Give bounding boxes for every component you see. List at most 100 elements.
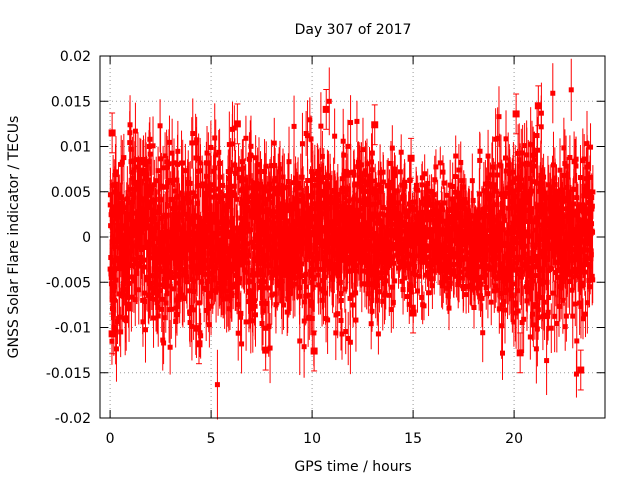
data-point	[215, 186, 221, 192]
data-point	[229, 189, 235, 195]
data-point	[160, 337, 166, 343]
data-point	[516, 257, 522, 263]
data-point	[459, 178, 465, 184]
data-point	[270, 251, 276, 257]
data-point	[444, 222, 450, 228]
data-point	[495, 287, 501, 293]
data-point	[372, 186, 378, 192]
data-point	[453, 273, 459, 279]
data-point	[308, 136, 314, 142]
data-point	[140, 319, 146, 325]
data-point	[516, 157, 522, 163]
data-point	[297, 239, 303, 245]
data-point	[126, 212, 132, 218]
data-point	[510, 281, 516, 287]
data-point	[196, 156, 202, 162]
data-point	[136, 263, 142, 269]
data-point	[421, 259, 427, 265]
data-point	[374, 297, 380, 303]
data-point	[343, 329, 349, 335]
data-point	[395, 200, 401, 206]
data-point	[158, 156, 164, 162]
data-point	[210, 288, 216, 294]
data-point	[476, 285, 482, 291]
data-point	[446, 207, 452, 213]
data-point	[213, 289, 219, 295]
data-point	[219, 219, 225, 225]
data-point	[509, 237, 515, 243]
data-point	[445, 293, 451, 299]
data-point	[272, 241, 278, 247]
data-point	[376, 199, 382, 205]
data-point	[302, 278, 308, 284]
data-point	[162, 153, 168, 159]
data-point	[503, 155, 509, 161]
data-point	[519, 261, 525, 267]
data-point	[158, 216, 164, 222]
data-point	[292, 206, 298, 212]
data-point	[245, 260, 251, 266]
data-point	[510, 169, 516, 175]
data-point	[155, 168, 161, 174]
data-point	[265, 188, 271, 194]
data-point	[121, 155, 127, 161]
data-point	[159, 268, 165, 274]
data-point	[419, 175, 425, 181]
data-point	[422, 171, 428, 177]
data-point	[425, 217, 431, 223]
data-point	[233, 170, 239, 176]
data-point	[299, 174, 305, 180]
data-point	[345, 143, 351, 149]
data-point	[239, 159, 245, 165]
data-point	[262, 168, 268, 174]
data-point	[164, 165, 170, 171]
data-point	[240, 165, 246, 171]
data-point	[179, 191, 185, 197]
data-point	[345, 261, 351, 267]
data-point	[305, 177, 311, 183]
data-point	[207, 183, 213, 189]
data-point	[367, 178, 373, 184]
data-point	[522, 243, 528, 249]
data-series	[107, 58, 596, 420]
data-point	[163, 300, 169, 306]
data-point	[336, 273, 342, 279]
data-point	[222, 288, 228, 294]
data-point	[410, 270, 416, 276]
data-point	[432, 257, 438, 263]
data-point	[153, 251, 159, 257]
data-point	[155, 313, 161, 319]
data-point	[324, 219, 330, 225]
data-point	[386, 196, 392, 202]
data-point	[498, 221, 504, 227]
data-point	[205, 160, 211, 166]
data-point	[195, 182, 201, 188]
data-point	[477, 214, 483, 220]
data-point	[307, 117, 313, 123]
data-point	[283, 271, 289, 277]
data-point	[408, 289, 414, 295]
data-point	[332, 133, 338, 139]
data-point	[132, 186, 138, 192]
data-point	[500, 275, 506, 281]
data-point	[515, 308, 521, 314]
data-point	[267, 181, 273, 187]
data-point	[364, 161, 370, 167]
data-point	[496, 241, 502, 247]
data-point	[295, 264, 301, 270]
data-point	[386, 292, 392, 298]
data-point	[107, 192, 113, 198]
data-point	[505, 162, 511, 168]
data-point	[193, 155, 199, 161]
data-point	[490, 256, 496, 262]
data-point	[388, 160, 394, 166]
data-point	[187, 320, 193, 326]
data-point	[308, 302, 314, 308]
data-point	[190, 255, 196, 261]
data-point	[161, 315, 167, 321]
data-point	[457, 258, 463, 264]
data-point	[146, 292, 152, 298]
data-point	[455, 194, 461, 200]
data-point	[262, 279, 268, 285]
data-point	[266, 244, 272, 250]
